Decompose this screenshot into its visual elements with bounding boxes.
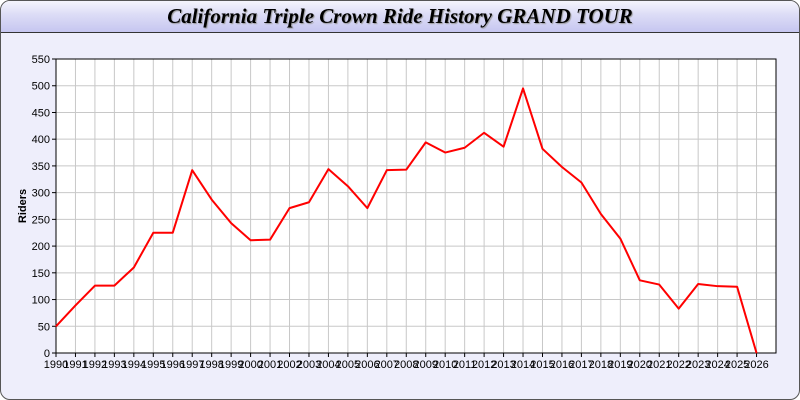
data-point — [678, 308, 680, 310]
data-point — [113, 285, 115, 287]
data-point — [172, 232, 174, 234]
y-tick-label: 100 — [32, 295, 50, 307]
data-point — [152, 232, 154, 234]
x-tick-label: 1994 — [122, 359, 146, 371]
data-point — [619, 238, 621, 240]
data-point — [74, 304, 76, 306]
y-tick-label: 300 — [32, 188, 50, 200]
data-point — [94, 285, 96, 287]
x-tick-label: 2010 — [433, 359, 457, 371]
x-tick-label: 2007 — [375, 359, 399, 371]
x-tick-label: 2025 — [725, 359, 749, 371]
data-point — [503, 146, 505, 148]
y-tick-label: 400 — [32, 134, 50, 146]
y-tick-label: 250 — [32, 214, 50, 226]
data-point — [250, 239, 252, 241]
data-point — [736, 286, 738, 288]
y-axis-label: Riders — [17, 189, 29, 223]
y-tick-label: 450 — [32, 107, 50, 119]
data-point — [756, 352, 758, 354]
y-tick-label: 350 — [32, 161, 50, 173]
x-tick-label: 2001 — [258, 359, 282, 371]
x-tick-label: 1992 — [83, 359, 107, 371]
x-tick-label: 2026 — [744, 359, 768, 371]
data-point — [289, 207, 291, 209]
x-tick-label: 2003 — [297, 359, 321, 371]
data-point — [327, 168, 329, 170]
x-tick-label: 2023 — [686, 359, 710, 371]
x-tick-label: 2008 — [394, 359, 418, 371]
data-point — [464, 147, 466, 149]
title-bar: California Triple Crown Ride History GRA… — [1, 1, 799, 33]
data-point — [347, 185, 349, 187]
data-point — [541, 148, 543, 150]
x-tick-label: 2021 — [647, 359, 671, 371]
x-tick-label: 1997 — [180, 359, 204, 371]
x-tick-label: 2009 — [413, 359, 437, 371]
data-point — [483, 132, 485, 134]
data-point — [639, 279, 641, 281]
x-tick-label: 2017 — [569, 359, 593, 371]
data-point — [658, 284, 660, 286]
x-tick-label: 2012 — [472, 359, 496, 371]
y-tick-label: 200 — [32, 241, 50, 253]
y-tick-label: 50 — [38, 321, 50, 333]
data-point — [308, 201, 310, 203]
x-tick-label: 1995 — [141, 359, 165, 371]
x-tick-label: 2024 — [705, 359, 729, 371]
data-point — [269, 239, 271, 241]
data-point — [561, 166, 563, 168]
data-point — [211, 199, 213, 201]
x-tick-label: 1998 — [199, 359, 223, 371]
y-tick-label: 0 — [44, 348, 50, 360]
data-point — [386, 169, 388, 171]
data-point — [522, 87, 524, 89]
data-point — [230, 222, 232, 224]
x-tick-label: 2004 — [316, 359, 340, 371]
x-tick-label: 1993 — [102, 359, 126, 371]
x-tick-label: 2020 — [628, 359, 652, 371]
data-point — [580, 181, 582, 183]
x-tick-label: 2022 — [666, 359, 690, 371]
data-point — [366, 207, 368, 209]
data-point — [133, 266, 135, 268]
x-tick-label: 2018 — [589, 359, 613, 371]
x-tick-label: 2006 — [355, 359, 379, 371]
chart-title: California Triple Crown Ride History GRA… — [167, 4, 633, 28]
x-tick-label: 2011 — [453, 359, 477, 371]
data-point — [55, 325, 57, 327]
x-tick-label: 1991 — [63, 359, 87, 371]
x-tick-label: 1990 — [44, 359, 68, 371]
x-tick-label: 2015 — [530, 359, 554, 371]
y-tick-label: 550 — [32, 54, 50, 66]
x-tick-label: 2016 — [550, 359, 574, 371]
plot-area — [56, 59, 776, 353]
data-point — [444, 152, 446, 154]
x-tick-label: 1996 — [161, 359, 185, 371]
x-tick-label: 2014 — [511, 359, 535, 371]
data-point — [600, 213, 602, 215]
plot-border — [55, 58, 777, 354]
x-tick-label: 2019 — [608, 359, 632, 371]
y-tick-label: 150 — [32, 268, 50, 280]
x-tick-label: 2013 — [491, 359, 515, 371]
x-tick-label: 1999 — [219, 359, 243, 371]
data-point — [717, 285, 719, 287]
data-point — [191, 169, 193, 171]
y-tick-label: 500 — [32, 81, 50, 93]
data-point — [425, 141, 427, 143]
x-tick-label: 2000 — [238, 359, 262, 371]
x-tick-label: 2005 — [336, 359, 360, 371]
data-point — [405, 169, 407, 171]
data-point — [697, 283, 699, 285]
x-tick-label: 2002 — [277, 359, 301, 371]
